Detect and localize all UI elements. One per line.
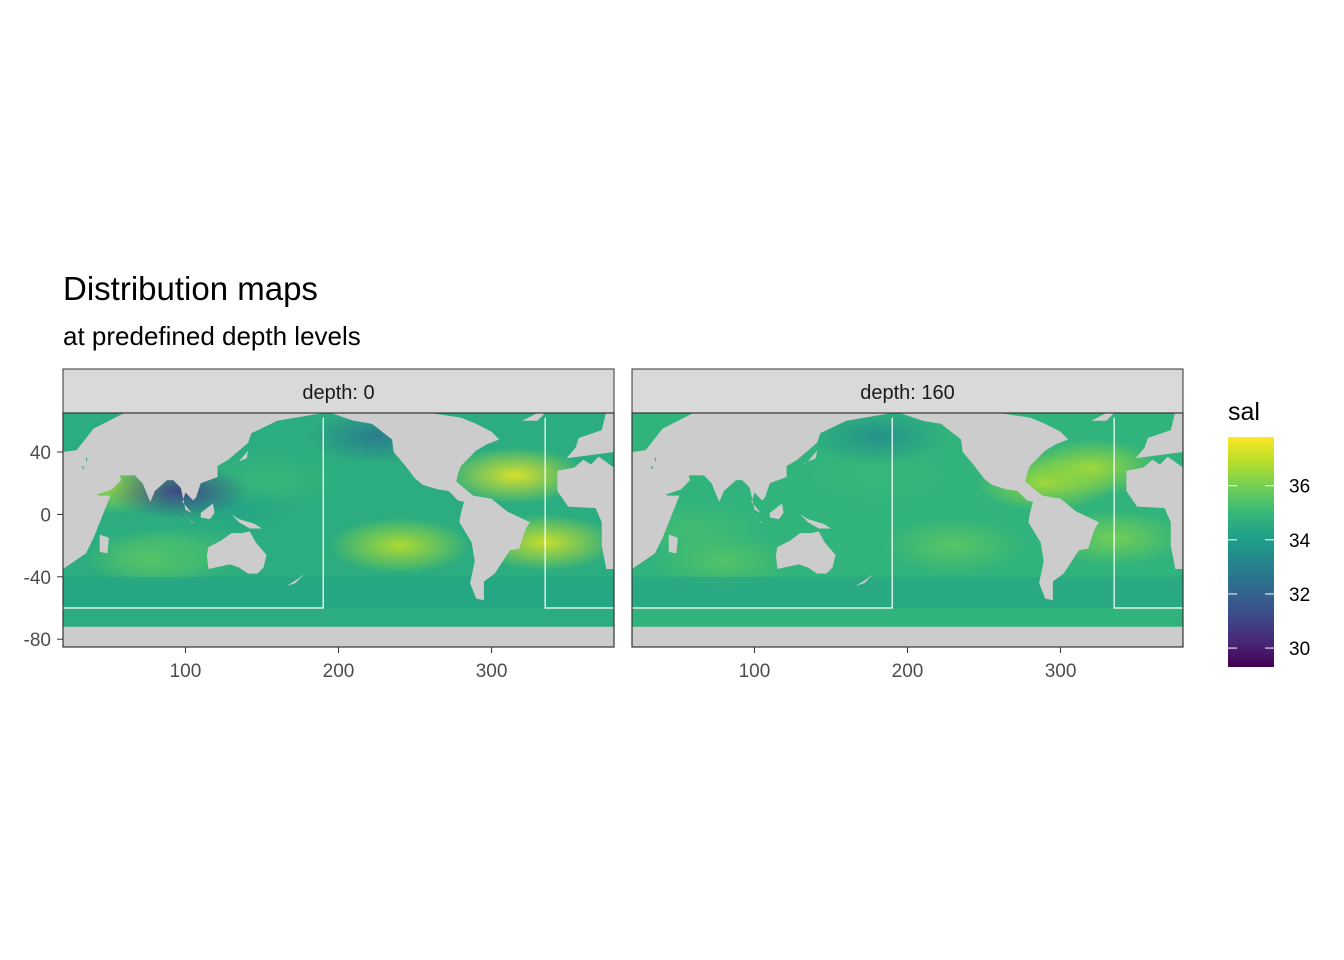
region-boundary bbox=[63, 417, 614, 609]
land-mass bbox=[231, 514, 262, 529]
land-mass bbox=[632, 626, 1183, 647]
land-mass bbox=[231, 450, 249, 467]
land-mass bbox=[769, 503, 784, 520]
x-tick-label: 100 bbox=[739, 661, 771, 682]
x-tick-label: 100 bbox=[170, 661, 202, 682]
land-mass bbox=[899, 413, 1099, 601]
facet-strip-label: depth: 0 bbox=[302, 382, 374, 404]
salinity-anomaly bbox=[806, 413, 947, 465]
colorbar-label: 32 bbox=[1289, 585, 1310, 606]
colorbar-legend: sal 30 32 34 36 bbox=[1228, 398, 1311, 667]
facet-strip bbox=[62, 368, 615, 414]
land-mass bbox=[200, 503, 215, 520]
plot-title: Distribution maps bbox=[63, 270, 318, 307]
y-tick-label: 0 bbox=[40, 505, 51, 526]
land-mass bbox=[522, 413, 546, 421]
land-mass bbox=[644, 413, 893, 513]
x-tick-label: 300 bbox=[476, 661, 508, 682]
land-mass bbox=[1091, 413, 1115, 421]
land-mass bbox=[206, 531, 267, 574]
facet-panel-2: depth: 160 100 200 300 bbox=[631, 368, 1184, 682]
salinity-anomaly bbox=[115, 525, 256, 582]
land-mass bbox=[99, 534, 109, 554]
y-tick-label: 40 bbox=[30, 443, 51, 464]
land-mass bbox=[800, 450, 818, 467]
x-tick-label: 200 bbox=[892, 661, 924, 682]
salinity-anomaly bbox=[329, 517, 470, 574]
facet-strip-label: depth: 160 bbox=[860, 382, 955, 404]
land-mass bbox=[75, 413, 324, 513]
land-mass bbox=[557, 413, 614, 569]
land-mass bbox=[800, 514, 831, 529]
y-tick-label: -40 bbox=[24, 568, 51, 589]
salinity-anomaly bbox=[883, 517, 1024, 574]
region-boundary bbox=[632, 417, 1183, 609]
x-tick-label: 300 bbox=[1045, 661, 1077, 682]
colorbar bbox=[1228, 437, 1274, 667]
land-mass bbox=[63, 626, 614, 647]
facet-strip bbox=[631, 368, 1184, 414]
salinity-anomaly bbox=[1021, 439, 1162, 496]
land-mass bbox=[330, 413, 530, 601]
legend-title: sal bbox=[1228, 398, 1260, 426]
land-mass bbox=[63, 448, 111, 569]
land-mass bbox=[632, 448, 680, 569]
salinity-anomaly bbox=[653, 533, 794, 590]
plot-subtitle: at predefined depth levels bbox=[63, 321, 361, 351]
southern-ocean-band bbox=[632, 576, 1183, 608]
x-tick-label: 200 bbox=[323, 661, 355, 682]
land-mass bbox=[668, 534, 678, 554]
southern-ocean-band bbox=[63, 576, 614, 608]
land-mass bbox=[1126, 413, 1183, 569]
salinity-anomaly bbox=[444, 447, 585, 504]
salinity-anomaly bbox=[806, 447, 947, 504]
colorbar-label: 30 bbox=[1289, 639, 1310, 660]
colorbar-label: 36 bbox=[1289, 477, 1310, 498]
colorbar-label: 34 bbox=[1289, 531, 1311, 552]
land-mass bbox=[775, 531, 836, 574]
y-tick-label: -80 bbox=[24, 630, 51, 651]
